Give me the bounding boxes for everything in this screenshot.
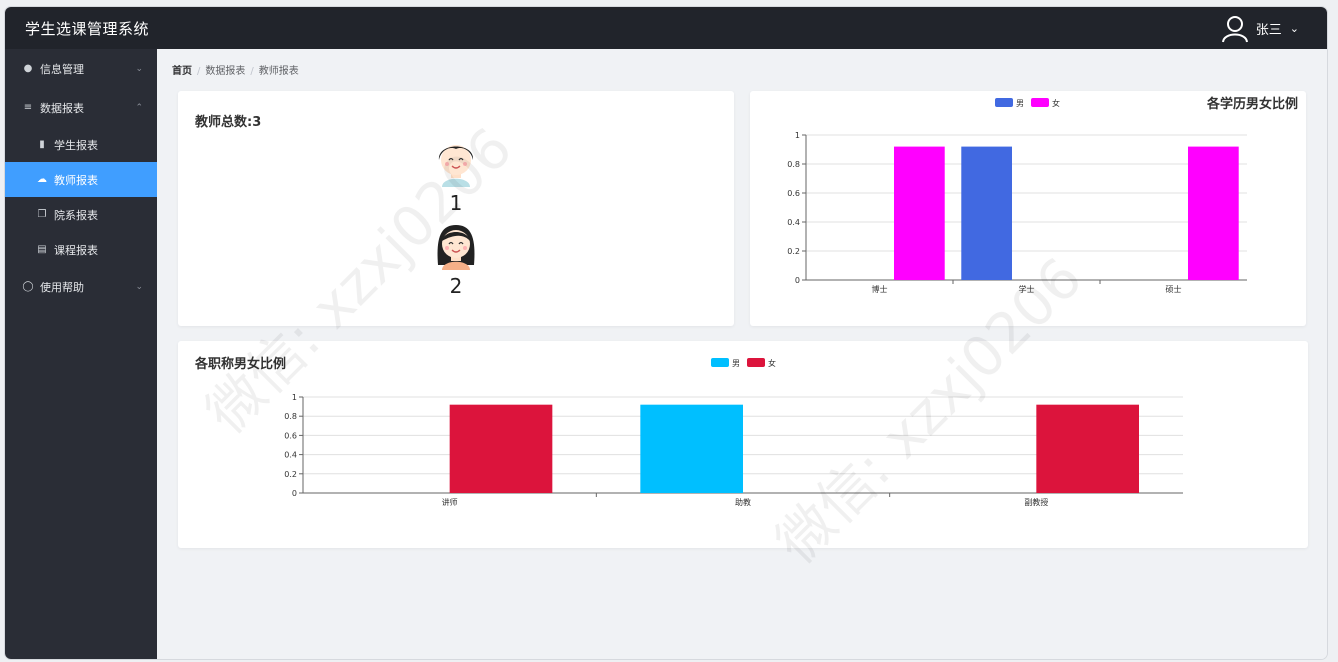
y-tick-label: 1	[292, 393, 297, 402]
chart-bar	[961, 146, 1012, 280]
male-teacher-count: 1	[449, 191, 463, 215]
legend-label: 女	[768, 358, 776, 368]
y-tick-label: 0.6	[787, 189, 800, 198]
teacher-summary-card: 教师总数:3 1	[178, 91, 734, 326]
x-tick-label: 学士	[1019, 284, 1035, 294]
legend-swatch	[995, 98, 1013, 107]
copy-document-icon: ❐	[37, 209, 47, 220]
title-chart-card: 各职称男女比例 男 女 0 0.2 0.4 0.6 0.8 1 讲师 助教 副教授	[178, 341, 1308, 548]
sidebar-item-department-report[interactable]: ❐ 院系报表	[5, 197, 157, 232]
chart-bar	[1188, 146, 1239, 280]
x-tick-label: 博士	[872, 284, 888, 294]
top-header: 学生选课管理系统 张三 ⌄	[5, 7, 1327, 49]
legend-swatch	[711, 358, 729, 367]
male-avatar-icon	[438, 145, 474, 187]
breadcrumb-home[interactable]: 首页	[172, 66, 192, 77]
x-tick-label: 副教授	[1024, 497, 1048, 507]
sidebar-group-help[interactable]: ◯ 使用帮助 ⌄	[5, 267, 157, 306]
bar-chart-icon: ▮	[39, 139, 45, 150]
female-avatar-icon	[437, 225, 475, 270]
breadcrumb-data-reports[interactable]: 数据报表	[205, 66, 246, 77]
y-tick-label: 0.2	[787, 247, 800, 256]
x-tick-label: 硕士	[1166, 284, 1182, 294]
app-title: 学生选课管理系统	[25, 20, 150, 38]
chart-bar	[1036, 404, 1139, 493]
y-tick-label: 0.4	[284, 451, 297, 460]
sidebar-group-label: 信息管理	[40, 62, 84, 76]
education-gender-chart: 各学历男女比例 男 女 0 0.2 0.4 0.6 0.8 1 博士 学士 硕士	[787, 96, 1298, 294]
sidebar: ● 信息管理 ⌄ ≡ 数据报表 ⌃ ▮ 学生报表 ☁ 教师报表 ❐ 院系报表 ▤…	[5, 49, 157, 659]
teacher-total-title: 教师总数:3	[195, 115, 262, 130]
help-circle-icon: ◯	[22, 281, 34, 292]
legend-label: 男	[732, 359, 740, 368]
chart-title: 各职称男女比例	[194, 356, 286, 372]
chevron-down-icon: ⌄	[1289, 21, 1299, 35]
app-window: 学生选课管理系统 张三 ⌄ ● 信息管理 ⌄ ≡ 数据报表 ⌃ ▮ 学生报表 ☁…	[5, 7, 1327, 659]
y-tick-label: 0	[795, 276, 800, 285]
cloud-icon: ☁	[37, 174, 47, 185]
y-tick-label: 0.8	[284, 412, 297, 421]
chart-title: 各学历男女比例	[1206, 96, 1298, 112]
sidebar-item-label: 院系报表	[54, 208, 98, 222]
chart-bar	[640, 404, 743, 493]
education-chart-card: 各学历男女比例 男 女 0 0.2 0.4 0.6 0.8 1 博士 学士 硕士	[750, 91, 1306, 326]
x-tick-label: 助教	[735, 497, 751, 507]
sidebar-group-data-reports[interactable]: ≡ 数据报表 ⌃	[5, 88, 157, 127]
sidebar-item-student-report[interactable]: ▮ 学生报表	[5, 127, 157, 162]
user-menu[interactable]: 张三 ⌄	[1220, 13, 1299, 43]
sidebar-item-course-report[interactable]: ▤ 课程报表	[5, 232, 157, 267]
y-tick-label: 0.6	[284, 431, 297, 440]
info-circle-icon: ●	[23, 63, 33, 74]
y-tick-label: 0.4	[787, 218, 800, 227]
user-name: 张三	[1255, 22, 1282, 38]
title-gender-chart: 各职称男女比例 男 女 0 0.2 0.4 0.6 0.8 1 讲师 助教 副教授	[194, 356, 1183, 507]
sidebar-item-label: 课程报表	[54, 243, 98, 257]
chart-bar	[449, 404, 553, 493]
sidebar-item-label: 教师报表	[54, 173, 98, 187]
chevron-down-icon: ⌄	[135, 281, 143, 292]
sidebar-group-label: 数据报表	[40, 101, 84, 115]
sliders-icon: ≡	[23, 102, 33, 113]
chart-bar	[894, 146, 945, 280]
y-tick-label: 0.8	[787, 160, 800, 169]
breadcrumb-teacher-report: 教师报表	[258, 66, 299, 77]
chevron-down-icon: ⌄	[135, 63, 143, 74]
legend-label: 男	[1016, 99, 1024, 108]
sidebar-item-teacher-report[interactable]: ☁ 教师报表	[5, 162, 157, 197]
legend-swatch	[747, 358, 765, 367]
female-teacher-group: 2	[428, 219, 484, 297]
chevron-up-icon: ⌃	[135, 102, 143, 113]
y-tick-label: 0	[292, 489, 297, 498]
x-tick-label: 讲师	[442, 497, 458, 507]
breadcrumb: 首页 / 数据报表 / 教师报表	[172, 66, 299, 77]
male-teacher-group: 1	[428, 136, 484, 214]
sidebar-item-label: 学生报表	[54, 138, 98, 152]
legend-label: 女	[1052, 98, 1060, 108]
document-icon: ▤	[37, 244, 47, 255]
y-tick-label: 1	[795, 131, 800, 140]
main-content: 首页 / 数据报表 / 教师报表 教师总数:3 1	[157, 49, 1327, 659]
y-tick-label: 0.2	[284, 470, 297, 479]
user-avatar-icon	[1221, 16, 1248, 43]
female-teacher-count: 2	[449, 274, 463, 298]
sidebar-group-info-management[interactable]: ● 信息管理 ⌄	[5, 49, 157, 88]
sidebar-group-label: 使用帮助	[40, 280, 84, 294]
legend-swatch	[1031, 98, 1049, 107]
